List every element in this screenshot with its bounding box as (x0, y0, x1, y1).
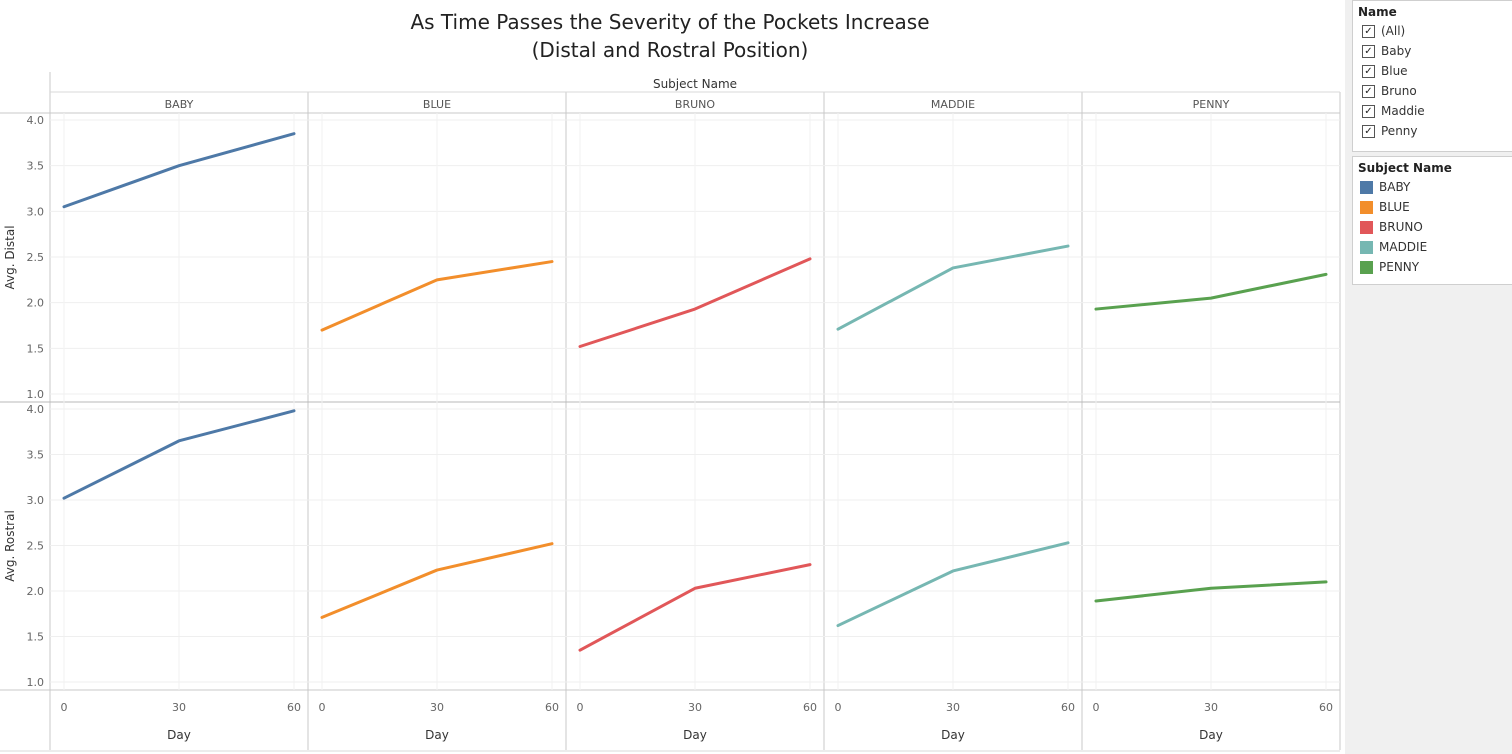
series-line (836, 244, 1070, 331)
y-tick-label: 4.0 (27, 114, 45, 127)
subject-header: MADDIE (931, 98, 975, 111)
legend-title: Subject Name (1358, 161, 1452, 175)
legend-item-label: BRUNO (1379, 220, 1423, 234)
legend-item[interactable]: MADDIE (1353, 237, 1512, 257)
x-tick-label: 0 (577, 701, 584, 714)
x-tick-label: 30 (430, 701, 444, 714)
x-tick-label: 30 (688, 701, 702, 714)
y-tick-label: 3.0 (27, 494, 45, 507)
checkbox-checked-icon[interactable]: ✓ (1362, 64, 1375, 78)
x-tick-label: 30 (172, 701, 186, 714)
legend-item-label: PENNY (1379, 260, 1420, 274)
legend-card: Subject Name BABY BLUE BRUNO MADDIE PENNY (1352, 156, 1512, 285)
x-axis-label: Day (941, 728, 965, 742)
x-tick-label: 60 (545, 701, 559, 714)
y-tick-label: 2.5 (27, 251, 45, 264)
legend-swatch (1360, 180, 1373, 194)
legend-swatch (1360, 200, 1373, 214)
y-tick-label: 3.5 (27, 160, 45, 173)
name-filter-list: ✓ (All) ✓ Baby ✓ Blue ✓ Bruno ✓ Maddie ✓ Penny (1353, 21, 1512, 141)
subject-header: PENNY (1193, 98, 1230, 111)
y-tick-label: 2.0 (27, 297, 45, 310)
series-line (62, 409, 296, 500)
y-tick-label: 4.0 (27, 403, 45, 416)
subject-header: BLUE (423, 98, 451, 111)
x-axis-label: Day (167, 728, 191, 742)
line-chart: Subject Name BABY BLUE BRUNO MADDIE PENNY 1.0 1… (0, 72, 1341, 752)
y-tick-label: 3.0 (27, 205, 45, 218)
y-axis-label: Avg. Rostral (3, 510, 17, 582)
y-tick-label: 2.5 (27, 540, 45, 553)
filter-item[interactable]: ✓ Baby (1353, 41, 1512, 61)
filter-item-label: Maddie (1381, 104, 1425, 118)
legend-item[interactable]: BLUE (1353, 197, 1512, 217)
filter-item-label: (All) (1381, 24, 1406, 38)
x-tick-label: 0 (835, 701, 842, 714)
legend-item[interactable]: BRUNO (1353, 217, 1512, 237)
x-tick-label: 60 (287, 701, 301, 714)
checkbox-checked-icon[interactable]: ✓ (1362, 84, 1375, 98)
y-tick-label: 3.5 (27, 449, 45, 462)
legend-item-label: BABY (1379, 180, 1411, 194)
filter-item-label: Blue (1381, 64, 1408, 78)
chart-title-line-1: As Time Passes the Severity of the Pocke… (410, 10, 930, 34)
series-line (1094, 580, 1328, 603)
legend-swatch (1360, 240, 1373, 254)
right-panel: Name ✓ (All) ✓ Baby ✓ Blue ✓ Bruno ✓ Maddie ✓ Penny… (1345, 0, 1512, 754)
y-tick-label: 1.0 (27, 388, 45, 401)
filter-item[interactable]: ✓ Blue (1353, 61, 1512, 81)
filter-item-label: Baby (1381, 44, 1412, 58)
filter-item[interactable]: ✓ Bruno (1353, 81, 1512, 101)
series-line (1094, 272, 1328, 311)
x-tick-label: 60 (1061, 701, 1075, 714)
x-tick-label: 0 (319, 701, 326, 714)
subject-header: BRUNO (675, 98, 715, 111)
x-tick-label: 0 (1093, 701, 1100, 714)
chart-title-line-2: (Distal and Rostral Position) (531, 38, 809, 62)
legend-swatch (1360, 260, 1373, 274)
y-tick-label: 1.5 (27, 342, 45, 355)
y-tick-label: 1.5 (27, 631, 45, 644)
series-line (836, 541, 1070, 628)
legend-item[interactable]: PENNY (1353, 257, 1512, 277)
y-tick-label: 2.0 (27, 585, 45, 598)
x-axis-label: Day (1199, 728, 1223, 742)
series-line (320, 542, 554, 619)
filter-item-label: Penny (1381, 124, 1418, 138)
filter-item[interactable]: ✓ (All) (1353, 21, 1512, 41)
viz-area: As Time Passes the Severity of the Pocke… (0, 10, 1341, 752)
column-header: Subject Name (653, 77, 737, 91)
legend-list: BABY BLUE BRUNO MADDIE PENNY (1353, 177, 1512, 277)
legend-item-label: MADDIE (1379, 240, 1428, 254)
checkbox-checked-icon[interactable]: ✓ (1362, 44, 1375, 58)
name-filter-card: Name ✓ (All) ✓ Baby ✓ Blue ✓ Bruno ✓ Maddie ✓ Penny (1352, 0, 1512, 152)
filter-item-label: Bruno (1381, 84, 1417, 98)
name-filter-title: Name (1358, 5, 1397, 19)
y-axis-label: Avg. Distal (3, 225, 17, 289)
x-axis-label: Day (683, 728, 707, 742)
series-line (320, 260, 554, 332)
series-line (578, 257, 812, 349)
x-tick-label: 60 (803, 701, 817, 714)
subject-header: BABY (165, 98, 194, 111)
x-tick-label: 0 (61, 701, 68, 714)
series-line (62, 132, 296, 209)
x-tick-label: 60 (1319, 701, 1333, 714)
x-tick-label: 30 (1204, 701, 1218, 714)
filter-item[interactable]: ✓ Penny (1353, 121, 1512, 141)
checkbox-checked-icon[interactable]: ✓ (1362, 124, 1375, 138)
filter-item[interactable]: ✓ Maddie (1353, 101, 1512, 121)
series-line (578, 563, 812, 652)
x-axis-label: Day (425, 728, 449, 742)
x-tick-label: 30 (946, 701, 960, 714)
legend-item-label: BLUE (1379, 200, 1410, 214)
checkbox-checked-icon[interactable]: ✓ (1362, 104, 1375, 118)
y-tick-label: 1.0 (27, 676, 45, 689)
checkbox-checked-icon[interactable]: ✓ (1362, 24, 1375, 38)
legend-item[interactable]: BABY (1353, 177, 1512, 197)
legend-swatch (1360, 220, 1373, 234)
